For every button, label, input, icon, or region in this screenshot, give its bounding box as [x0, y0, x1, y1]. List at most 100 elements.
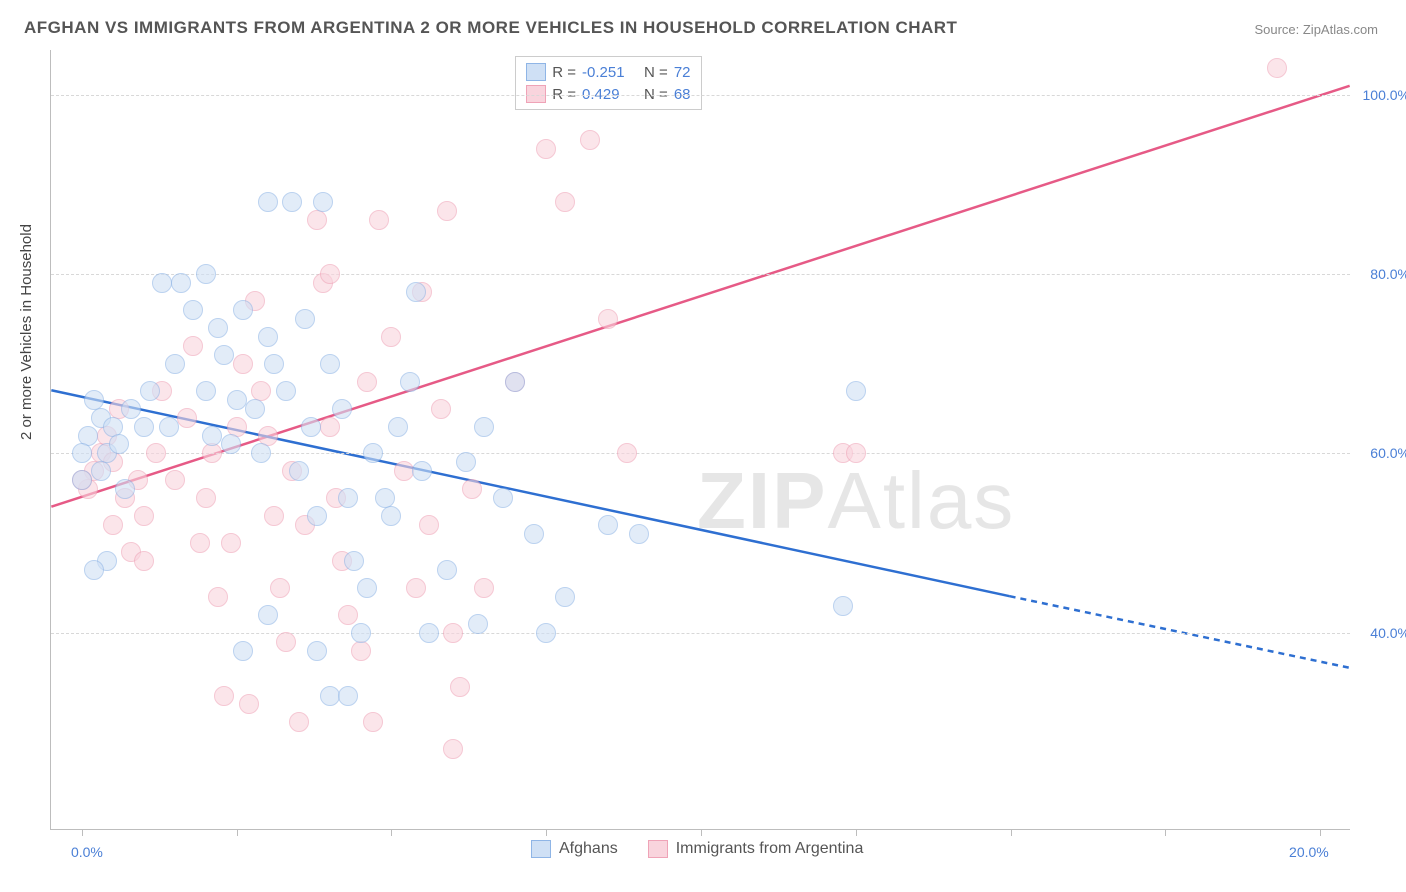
scatter-point-blue [227, 390, 247, 410]
x-tick [1165, 829, 1166, 836]
scatter-point-blue [221, 434, 241, 454]
watermark-bold: ZIP [697, 456, 827, 545]
scatter-point-pink [183, 336, 203, 356]
scatter-point-blue [251, 443, 271, 463]
scatter-point-pink [474, 578, 494, 598]
scatter-point-pink [202, 443, 222, 463]
scatter-point-blue [357, 578, 377, 598]
scatter-point-pink [462, 479, 482, 499]
scatter-point-blue [121, 399, 141, 419]
scatter-point-blue [307, 506, 327, 526]
scatter-point-blue [307, 641, 327, 661]
scatter-point-blue [555, 587, 575, 607]
legend-n-label: N = [644, 64, 668, 81]
scatter-point-pink [450, 677, 470, 697]
scatter-point-blue [140, 381, 160, 401]
gridline [51, 633, 1350, 634]
scatter-point-blue [505, 372, 525, 392]
legend-row: R = -0.251 N = 72 [526, 61, 690, 83]
scatter-point-pink [146, 443, 166, 463]
scatter-point-pink [1267, 58, 1287, 78]
legend-label: Afghans [559, 840, 618, 858]
scatter-point-blue [165, 354, 185, 374]
plot-area: ZIPAtlas R = -0.251 N = 72 R = 0.429 N =… [50, 50, 1350, 830]
x-tick [82, 829, 83, 836]
legend-swatch [648, 840, 668, 858]
scatter-point-pink [190, 533, 210, 553]
scatter-point-blue [474, 417, 494, 437]
scatter-point-blue [437, 560, 457, 580]
x-tick-label-min: 0.0% [71, 844, 103, 860]
scatter-point-blue [400, 372, 420, 392]
scatter-point-pink [617, 443, 637, 463]
scatter-point-blue [72, 470, 92, 490]
scatter-point-blue [258, 192, 278, 212]
gridline [51, 274, 1350, 275]
scatter-point-blue [629, 524, 649, 544]
scatter-point-blue [412, 461, 432, 481]
scatter-point-pink [289, 712, 309, 732]
scatter-point-pink [394, 461, 414, 481]
scatter-point-blue [196, 264, 216, 284]
scatter-point-blue [208, 318, 228, 338]
scatter-point-blue [833, 596, 853, 616]
scatter-point-pink [555, 192, 575, 212]
scatter-point-blue [202, 426, 222, 446]
scatter-point-blue [388, 417, 408, 437]
scatter-point-pink [320, 264, 340, 284]
scatter-point-pink [221, 533, 241, 553]
legend-label: Immigrants from Argentina [676, 840, 864, 858]
scatter-point-blue [245, 399, 265, 419]
scatter-point-pink [846, 443, 866, 463]
scatter-point-blue [524, 524, 544, 544]
scatter-point-blue [258, 605, 278, 625]
scatter-point-pink [419, 515, 439, 535]
scatter-point-blue [183, 300, 203, 320]
scatter-point-pink [351, 641, 371, 661]
scatter-point-pink [177, 408, 197, 428]
legend-item: Afghans [531, 840, 618, 858]
scatter-point-blue [134, 417, 154, 437]
y-tick-label: 80.0% [1355, 266, 1406, 282]
gridline [51, 453, 1350, 454]
scatter-point-blue [381, 506, 401, 526]
scatter-point-blue [406, 282, 426, 302]
scatter-point-pink [233, 354, 253, 374]
scatter-point-blue [196, 381, 216, 401]
scatter-point-blue [456, 452, 476, 472]
scatter-point-pink [357, 372, 377, 392]
legend-correlation: R = -0.251 N = 72 R = 0.429 N = 68 [515, 56, 701, 110]
scatter-point-blue [171, 273, 191, 293]
scatter-point-blue [419, 623, 439, 643]
scatter-point-blue [115, 479, 135, 499]
scatter-point-pink [165, 470, 185, 490]
scatter-point-blue [320, 354, 340, 374]
scatter-point-blue [598, 515, 618, 535]
legend-r-label: R = [552, 64, 576, 81]
scatter-point-pink [580, 130, 600, 150]
scatter-point-pink [239, 694, 259, 714]
legend-r-value: -0.251 [582, 64, 638, 81]
scatter-point-pink [307, 210, 327, 230]
scatter-point-pink [264, 506, 284, 526]
chart-title: AFGHAN VS IMMIGRANTS FROM ARGENTINA 2 OR… [24, 18, 957, 38]
scatter-point-pink [437, 201, 457, 221]
scatter-point-blue [258, 327, 278, 347]
y-tick-label: 60.0% [1355, 445, 1406, 461]
scatter-point-pink [598, 309, 618, 329]
y-tick-label: 100.0% [1355, 87, 1406, 103]
scatter-point-pink [536, 139, 556, 159]
scatter-point-pink [134, 506, 154, 526]
scatter-point-blue [289, 461, 309, 481]
scatter-point-pink [214, 686, 234, 706]
scatter-point-blue [536, 623, 556, 643]
scatter-point-blue [295, 309, 315, 329]
scatter-point-pink [270, 578, 290, 598]
source-attribution: Source: ZipAtlas.com [1254, 22, 1378, 37]
x-tick [701, 829, 702, 836]
scatter-point-pink [443, 623, 463, 643]
scatter-point-blue [468, 614, 488, 634]
scatter-point-blue [282, 192, 302, 212]
scatter-point-pink [103, 515, 123, 535]
x-tick [856, 829, 857, 836]
